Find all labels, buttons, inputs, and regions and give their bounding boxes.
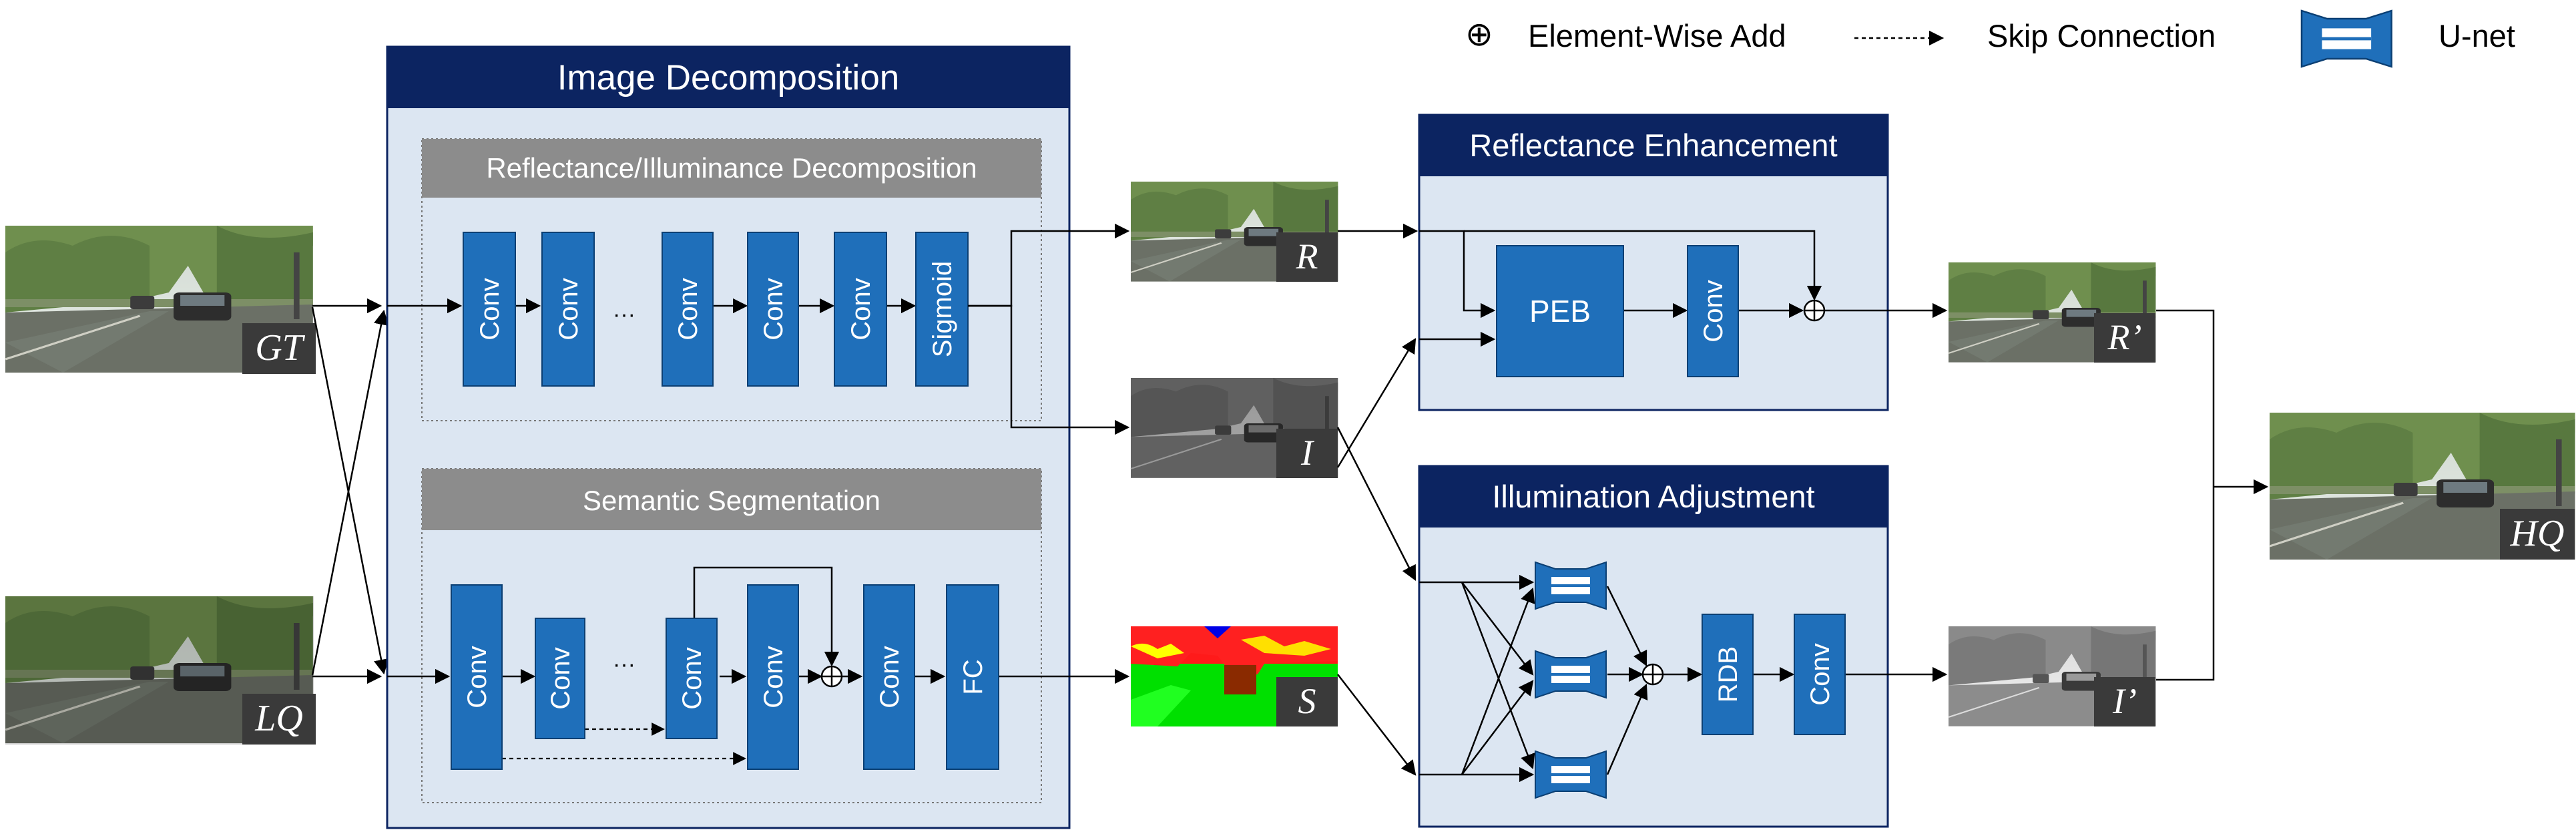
hq-image: HQ [2270, 413, 2575, 560]
reflectance-enhancement-panel: Reflectance Enhancement [1418, 114, 1889, 411]
ri-block-3: Conv [662, 232, 714, 387]
i-prime-label: I’ [2112, 681, 2137, 721]
enhancement-conv-block: Conv [1687, 245, 1739, 377]
ri-block-2-label: Conv [554, 278, 583, 340]
adjustment-conv-block: Conv [1794, 614, 1846, 735]
seg-block-4: Conv [747, 584, 799, 770]
unet-1-icon [1534, 561, 1607, 610]
segmentation-title: Semantic Segmentation [583, 485, 880, 516]
ri-block-1-label: Conv [475, 278, 505, 340]
adjustment-header [1419, 466, 1888, 528]
adjustment-arrows [1336, 427, 1948, 783]
enhanced-reflectance-image: R’ [1947, 261, 2157, 364]
enhancement-title: Reflectance Enhancement [1469, 128, 1837, 163]
seg-block-5-label: Conv [875, 646, 905, 708]
seg-fc-block: FC [946, 584, 999, 770]
seg-block-4-label: Conv [759, 646, 788, 708]
peb-block: PEB [1496, 245, 1624, 377]
ri-block-4: Conv [747, 232, 799, 387]
r-prime-label: R’ [2107, 317, 2142, 357]
adjustment-add-icon [1641, 663, 1664, 686]
ri-sigmoid-block: Sigmoid [915, 232, 969, 387]
seg-add-icon [820, 665, 843, 688]
decomposition-title: Image Decomposition [557, 58, 900, 97]
reflectance-map: R [1129, 180, 1339, 283]
ri-block-4-label: Conv [759, 278, 788, 340]
seg-block-1: Conv [451, 584, 503, 770]
lq-label: LQ [254, 698, 303, 739]
unet-3-icon [1534, 750, 1607, 799]
legend-skip-label: Skip Connection [1987, 18, 2216, 53]
add-symbol-icon: ⊕ [1465, 15, 1493, 53]
ri-decomposition-title: Reflectance/Illuminance Decomposition [486, 152, 977, 184]
ri-decomposition-subpanel: Reflectance/Illuminance Decomposition [421, 138, 1042, 421]
enhancement-add-icon [1803, 299, 1826, 322]
i-prime-tag [2094, 677, 2155, 726]
hq-label: HQ [2510, 513, 2565, 554]
segmentation-label: S [1298, 681, 1316, 721]
rdb-block: RDB [1702, 614, 1754, 735]
lq-image: LQ [5, 596, 316, 745]
enhancement-header [1419, 115, 1888, 176]
gt-image: GT [5, 226, 316, 374]
segmentation-header [422, 469, 1041, 530]
seg-block-2: Conv [535, 618, 585, 739]
legend-unet-label: U-net [2438, 18, 2515, 53]
r-prime-tag [2094, 313, 2155, 363]
enhancement-arrows [1336, 223, 1948, 468]
seg-block-2-label: Conv [546, 647, 575, 709]
reflectance-tag [1276, 232, 1338, 282]
gt-label: GT [255, 327, 305, 369]
seg-block-1-label: Conv [463, 646, 492, 708]
ri-output-arrows [968, 223, 1130, 435]
ri-block-2: Conv [541, 232, 595, 387]
seg-layer-arrows [387, 566, 1130, 684]
illuminance-tag [1276, 429, 1338, 478]
semantic-segmentation-subpanel: Semantic Segmentation [421, 468, 1042, 803]
ri-block-3-label: Conv [674, 278, 703, 340]
adjusted-illumination-image: I’ [1947, 625, 2157, 728]
adjustment-conv-label: Conv [1806, 643, 1835, 705]
decomposition-header [387, 47, 1069, 108]
ri-block-5: Conv [834, 232, 887, 387]
output-merge-lines [2156, 309, 2269, 681]
segmentation-map: S [1131, 626, 1338, 726]
reflectance-label: R [1296, 236, 1318, 276]
rdb-label: RDB [1714, 646, 1743, 702]
seg-block-3: Conv [666, 618, 718, 739]
enhancement-conv-label: Conv [1699, 280, 1728, 342]
hq-tag [2500, 509, 2575, 560]
segmentation-tag [1276, 677, 1338, 726]
illuminance-map: I [1129, 377, 1339, 479]
ri-block-5-label: Conv [846, 278, 876, 340]
ri-decomposition-header [422, 139, 1041, 198]
seg-block-5: Conv [863, 584, 915, 770]
seg-ellipsis: ··· [613, 652, 635, 677]
unet-2-icon [1534, 650, 1607, 699]
seg-block-3-label: Conv [678, 647, 707, 709]
ri-sigmoid-label: Sigmoid [928, 261, 957, 358]
legend: ⊕ Element-Wise Add Skip Connection U-net [1465, 11, 2515, 67]
seg-fc-label: FC [959, 659, 988, 694]
illuminance-label: I [1300, 433, 1315, 473]
gt-tag [242, 323, 316, 374]
seg-skip-connections [502, 722, 746, 765]
legend-add-label: Element-Wise Add [1528, 18, 1786, 53]
ri-block-1: Conv [463, 232, 516, 387]
unet-legend-icon [2302, 11, 2392, 67]
peb-label: PEB [1529, 294, 1591, 329]
adjustment-title: Illumination Adjustment [1492, 479, 1814, 514]
input-arrows [311, 298, 389, 684]
ri-ellipsis: ··· [613, 302, 635, 327]
lq-tag [242, 694, 316, 745]
